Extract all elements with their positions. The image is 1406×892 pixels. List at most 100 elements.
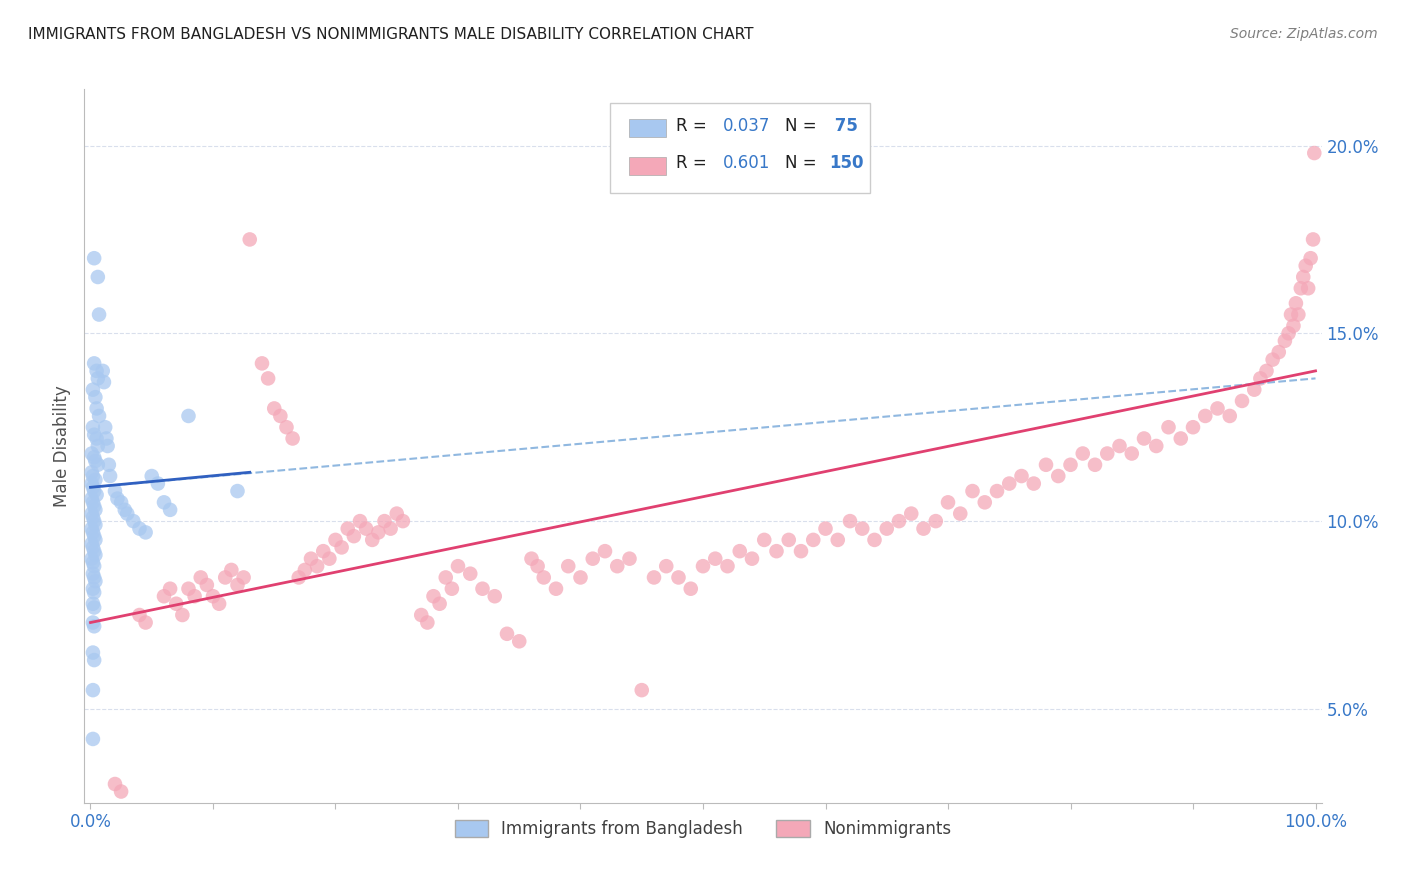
Point [887, 514, 910, 528]
Point [936, 495, 959, 509]
Point [93, 375, 115, 389]
Point [1170, 432, 1192, 446]
Point [97, 439, 120, 453]
Point [741, 551, 763, 566]
Point [87, 439, 110, 453]
Point [115, 507, 138, 521]
Point [754, 533, 776, 547]
Point [83, 570, 105, 584]
Point [593, 544, 616, 558]
Point [84, 473, 107, 487]
Point [1047, 469, 1070, 483]
Point [128, 607, 150, 622]
Point [367, 525, 389, 540]
Point [86, 488, 108, 502]
Point [876, 522, 898, 536]
Point [440, 582, 463, 596]
Point [349, 514, 371, 528]
Point [82, 615, 104, 630]
Point [201, 589, 224, 603]
Point [1268, 345, 1291, 359]
Point [1230, 393, 1253, 408]
Point [96, 432, 118, 446]
Point [508, 634, 530, 648]
Point [82, 731, 104, 746]
Point [1285, 296, 1308, 310]
Point [1249, 371, 1271, 385]
Point [1157, 420, 1180, 434]
Point [630, 683, 652, 698]
Point [208, 597, 231, 611]
Point [716, 559, 738, 574]
Point [87, 270, 110, 285]
Point [110, 784, 132, 798]
Point [226, 484, 249, 499]
Point [619, 551, 641, 566]
Point [82, 566, 104, 581]
Point [172, 607, 194, 622]
Point [925, 514, 948, 528]
Point [827, 533, 849, 547]
Point [330, 541, 353, 555]
Point [141, 469, 163, 483]
Point [82, 480, 104, 494]
Point [177, 409, 200, 423]
Point [801, 533, 824, 547]
Point [1219, 409, 1241, 423]
Point [183, 589, 205, 603]
Point [98, 469, 121, 483]
Point [82, 420, 104, 434]
Point [533, 570, 555, 584]
Point [82, 469, 104, 483]
Point [704, 551, 727, 566]
Point [135, 615, 157, 630]
Point [380, 522, 402, 536]
Point [263, 401, 285, 416]
Point [104, 484, 127, 499]
Point [679, 582, 702, 596]
Text: N =: N = [785, 154, 821, 172]
Point [1035, 458, 1057, 472]
Point [153, 495, 176, 509]
Point [146, 476, 169, 491]
Point [114, 503, 136, 517]
Point [1256, 364, 1278, 378]
FancyBboxPatch shape [628, 157, 666, 175]
Point [447, 559, 470, 574]
FancyBboxPatch shape [628, 120, 666, 137]
Point [392, 514, 415, 528]
Point [1302, 232, 1324, 246]
Point [851, 522, 873, 536]
Point [569, 570, 592, 584]
Point [153, 589, 176, 603]
Point [89, 814, 111, 829]
Point [80, 491, 103, 506]
Point [1292, 270, 1315, 285]
Point [1108, 439, 1130, 453]
Point [458, 566, 481, 581]
Point [973, 495, 995, 509]
Point [83, 499, 105, 513]
Point [83, 600, 105, 615]
Point [82, 597, 104, 611]
Point [83, 356, 105, 370]
Point [87, 458, 110, 472]
Point [82, 646, 104, 660]
Point [86, 364, 108, 378]
Text: R =: R = [676, 154, 711, 172]
Point [214, 570, 236, 584]
Text: 0.601: 0.601 [723, 154, 770, 172]
Point [962, 484, 984, 499]
Point [318, 551, 340, 566]
Point [814, 522, 837, 536]
Point [1274, 334, 1296, 348]
Text: N =: N = [785, 117, 821, 135]
Point [287, 570, 309, 584]
Point [122, 514, 145, 528]
Point [1296, 281, 1319, 295]
Point [1097, 446, 1119, 460]
Point [1261, 352, 1284, 367]
Point [86, 401, 108, 416]
Point [232, 570, 254, 584]
Point [765, 544, 787, 558]
